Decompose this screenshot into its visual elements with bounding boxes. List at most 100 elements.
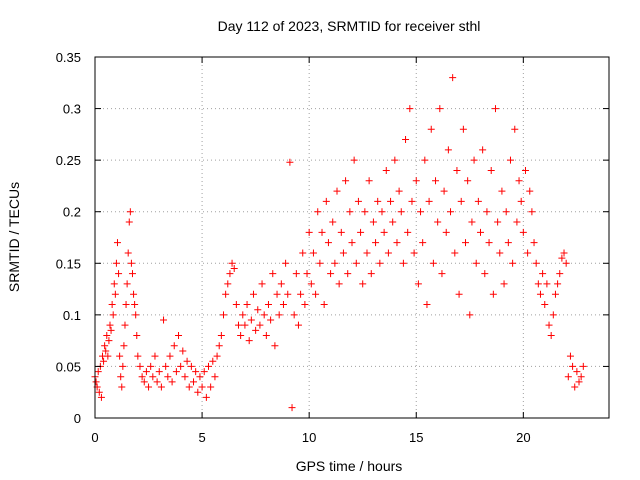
data-point bbox=[365, 177, 373, 185]
data-point bbox=[162, 362, 170, 370]
data-point bbox=[333, 187, 341, 195]
data-point bbox=[318, 228, 326, 236]
data-point bbox=[513, 218, 521, 226]
data-point bbox=[402, 136, 410, 144]
y-tick-label: 0.1 bbox=[63, 308, 81, 323]
data-point bbox=[434, 218, 442, 226]
x-tick-label: 5 bbox=[198, 430, 205, 445]
data-point bbox=[128, 270, 136, 278]
data-point bbox=[211, 373, 219, 381]
data-point bbox=[438, 270, 446, 278]
data-point bbox=[410, 249, 418, 257]
data-point bbox=[145, 383, 153, 391]
data-point bbox=[243, 301, 251, 309]
data-point bbox=[107, 326, 115, 334]
data-point bbox=[254, 306, 262, 314]
data-point bbox=[120, 342, 128, 350]
data-point bbox=[464, 177, 472, 185]
data-point bbox=[105, 337, 113, 345]
data-point bbox=[112, 259, 120, 267]
data-point bbox=[560, 249, 568, 257]
data-point bbox=[277, 280, 285, 288]
plot-frame bbox=[94, 56, 610, 419]
y-tick-label: 0.25 bbox=[56, 153, 81, 168]
data-point bbox=[339, 249, 347, 257]
data-point bbox=[131, 301, 139, 309]
data-point bbox=[247, 316, 255, 324]
data-point bbox=[494, 218, 502, 226]
data-point bbox=[157, 383, 165, 391]
data-point bbox=[134, 352, 142, 360]
data-point bbox=[309, 249, 317, 257]
data-point bbox=[279, 301, 287, 309]
data-point bbox=[179, 347, 187, 355]
data-point bbox=[350, 156, 358, 164]
data-point bbox=[500, 280, 508, 288]
data-point bbox=[556, 270, 564, 278]
data-point bbox=[125, 218, 133, 226]
data-point bbox=[327, 270, 335, 278]
data-point bbox=[564, 373, 572, 381]
data-point bbox=[101, 342, 109, 350]
x-axis-label: GPS time / hours bbox=[296, 458, 403, 474]
data-point bbox=[288, 404, 296, 412]
data-point bbox=[483, 208, 491, 216]
data-point bbox=[335, 280, 343, 288]
data-point bbox=[192, 368, 200, 376]
data-point bbox=[491, 105, 499, 113]
data-point bbox=[106, 321, 114, 329]
chart-title: Day 112 of 2023, SRMTID for receiver sth… bbox=[218, 18, 481, 34]
data-point bbox=[122, 301, 130, 309]
data-point bbox=[115, 270, 123, 278]
data-point bbox=[436, 105, 444, 113]
data-point bbox=[226, 270, 234, 278]
data-point bbox=[378, 208, 386, 216]
data-point bbox=[444, 146, 452, 154]
data-point bbox=[466, 311, 474, 319]
data-point bbox=[181, 373, 189, 381]
y-tick-label: 0.15 bbox=[56, 256, 81, 271]
data-point bbox=[198, 383, 206, 391]
data-point bbox=[462, 239, 470, 247]
data-point bbox=[252, 326, 260, 334]
data-point bbox=[470, 156, 478, 164]
data-point bbox=[534, 280, 542, 288]
data-point bbox=[380, 228, 388, 236]
data-point bbox=[239, 311, 247, 319]
data-point bbox=[222, 290, 230, 298]
data-point bbox=[509, 259, 517, 267]
data-point bbox=[389, 218, 397, 226]
data-point bbox=[496, 249, 504, 257]
data-point bbox=[571, 383, 579, 391]
data-point bbox=[526, 187, 534, 195]
data-point bbox=[549, 311, 557, 319]
data-point bbox=[524, 249, 532, 257]
data-point bbox=[262, 331, 270, 339]
data-point bbox=[468, 218, 476, 226]
data-point bbox=[305, 228, 313, 236]
data-point bbox=[558, 254, 566, 262]
data-point bbox=[215, 342, 223, 350]
data-point bbox=[149, 373, 157, 381]
data-point bbox=[427, 125, 435, 133]
data-point bbox=[103, 331, 111, 339]
data-point bbox=[511, 125, 519, 133]
data-point bbox=[324, 239, 332, 247]
data-point bbox=[136, 362, 144, 370]
y-axis-label: SRMTID / TECUs bbox=[6, 182, 22, 292]
data-point bbox=[539, 270, 547, 278]
data-point bbox=[160, 316, 168, 324]
x-tick-label: 0 bbox=[91, 430, 98, 445]
data-point bbox=[474, 197, 482, 205]
data-point bbox=[387, 197, 395, 205]
data-point bbox=[164, 373, 172, 381]
x-tick-label: 20 bbox=[516, 430, 530, 445]
data-point bbox=[286, 158, 294, 166]
data-point bbox=[489, 290, 497, 298]
data-point bbox=[155, 368, 163, 376]
data-point bbox=[354, 197, 362, 205]
data-point bbox=[168, 378, 176, 386]
data-point bbox=[241, 321, 249, 329]
data-point bbox=[322, 197, 330, 205]
data-point bbox=[133, 331, 141, 339]
